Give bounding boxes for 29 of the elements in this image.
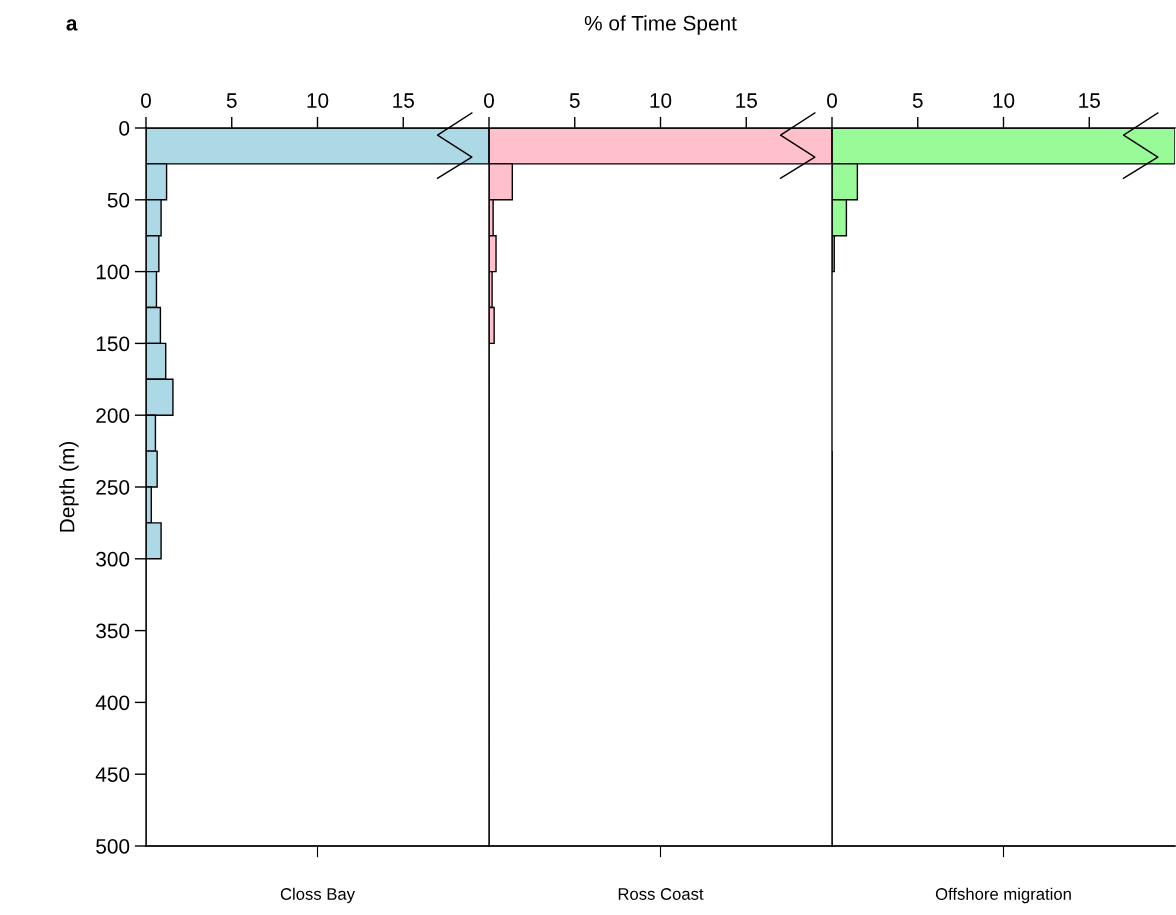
y-tick-label: 250 — [96, 480, 130, 495]
x-tick-label: 10 — [307, 93, 329, 108]
x-tick-label: 15 — [1079, 93, 1100, 108]
x-axis-title: Offshore migration — [935, 887, 1071, 904]
y-tick-label: 200 — [96, 408, 130, 423]
y-tick-label: 150 — [96, 336, 130, 352]
x-tick-label: 5 — [569, 93, 580, 108]
x-tick-label: 10 — [993, 93, 1015, 108]
y-tick-label: 300 — [96, 551, 130, 567]
x-tick-label: 10 — [650, 93, 672, 108]
x-tick-label: 5 — [912, 93, 923, 108]
y-tick-label: 500 — [96, 839, 130, 854]
y-tick-label: 400 — [95, 695, 130, 711]
y-tick-label: 350 — [96, 623, 130, 639]
x-tick-label: 0 — [484, 93, 494, 108]
x-tick-label: 0 — [827, 93, 837, 108]
x-tick-label: 15 — [736, 93, 757, 108]
y-axis-title: Depth (m) — [59, 441, 79, 532]
text: % of Time Spent — [584, 15, 737, 35]
chart-title: a — [66, 19, 78, 31]
x-tick-label: 5 — [226, 93, 237, 108]
y-tick-label: 0 — [119, 121, 130, 136]
y-tick-label: 450 — [95, 767, 130, 782]
y-tick-label: 50 — [107, 192, 130, 208]
y-tick-label: 100 — [96, 264, 130, 280]
x-axis-title: Closs Bay — [280, 887, 355, 904]
x-tick-label: 0 — [141, 93, 151, 108]
x-tick-label: 15 — [393, 93, 414, 108]
x-axis-title: Ross Coast — [618, 888, 704, 900]
